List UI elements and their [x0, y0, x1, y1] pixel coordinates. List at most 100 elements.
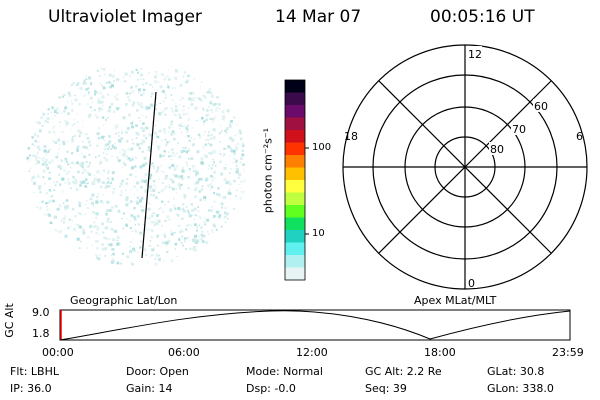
speckle-dot [126, 218, 128, 220]
speckle-dot [135, 156, 138, 160]
speckle-dot [161, 200, 164, 203]
speckle-dot [168, 131, 171, 134]
speckle-dot [191, 137, 193, 139]
speckle-dot [65, 173, 68, 176]
speckle-dot [174, 207, 177, 210]
speckle-dot [168, 166, 171, 169]
speckle-dot [223, 106, 225, 108]
speckle-dot [182, 230, 184, 233]
speckle-dot [155, 74, 157, 76]
speckle-dot [107, 148, 110, 151]
speckle-dot [97, 109, 101, 113]
speckle-dot [179, 188, 181, 190]
speckle-dot [185, 228, 187, 230]
speckle-dot [231, 138, 235, 142]
speckle-dot [175, 188, 178, 190]
speckle-dot [203, 95, 207, 99]
speckle-dot [139, 247, 141, 250]
colorbar-frame [284, 79, 306, 281]
speckle-dot [164, 243, 168, 247]
speckle-dot [155, 124, 157, 126]
speckle-dot [78, 102, 81, 106]
speckle-dot [46, 117, 50, 121]
speckle-dot [192, 238, 196, 242]
speckle-dot [100, 107, 103, 111]
speckle-dot [150, 95, 153, 98]
speckle-dot [243, 141, 245, 143]
speckle-dot [131, 120, 134, 123]
speckle-dot [188, 158, 190, 160]
speckle-dot [47, 113, 49, 115]
speckle-dot [143, 179, 147, 183]
speckle-dot [170, 107, 174, 111]
speckle-dot [63, 94, 66, 97]
speckle-dot [58, 231, 61, 234]
speckle-dot [150, 103, 154, 107]
speckle-dot [111, 155, 113, 157]
speckle-dot [199, 99, 203, 102]
speckle-dot [209, 117, 212, 120]
speckle-dot [203, 221, 206, 224]
speckle-dot [140, 186, 143, 189]
speckle-dot [148, 176, 152, 180]
speckle-dot [119, 82, 121, 84]
speckle-dot [161, 73, 165, 77]
speckle-dot [65, 125, 67, 127]
speckle-dot [162, 130, 164, 132]
speckle-dot [215, 103, 217, 105]
speckle-dot [84, 133, 86, 135]
speckle-dot [60, 159, 63, 162]
speckle-dot [123, 212, 125, 215]
speckle-dot [38, 157, 41, 159]
timeline-right-label: Apex MLat/MLT [414, 294, 497, 307]
speckle-dot [120, 190, 123, 193]
speckle-dot [146, 127, 149, 130]
speckle-dot [96, 170, 100, 174]
speckle-dot [168, 141, 170, 143]
speckle-dot [147, 207, 151, 211]
speckle-dot [164, 76, 167, 79]
speckle-dot [111, 191, 115, 195]
speckle-dot [78, 225, 82, 229]
speckle-dot [101, 248, 105, 251]
speckle-dot [70, 162, 73, 165]
speckle-dot [188, 168, 191, 171]
speckle-dot [162, 100, 165, 103]
speckle-dot [206, 218, 210, 222]
speckle-dot [164, 108, 166, 110]
speckle-dot [136, 109, 139, 112]
speckle-dot [152, 221, 156, 224]
speckle-dot [133, 193, 136, 196]
speckle-dot [84, 203, 86, 205]
speckle-dot [68, 225, 72, 229]
speckle-dot [240, 132, 242, 134]
mlat-label-70: 70 [512, 123, 526, 136]
speckle-dot [158, 178, 160, 180]
speckle-dot [187, 107, 189, 109]
speckle-dot [171, 187, 173, 190]
speckle-dot [87, 207, 89, 209]
speckle-dot [233, 152, 236, 156]
speckle-dot [92, 244, 93, 246]
speckle-dot [232, 161, 234, 164]
speckle-dot [108, 73, 112, 77]
speckle-dot [56, 107, 60, 111]
speckle-dot [141, 210, 143, 213]
speckle-dot [56, 207, 60, 211]
speckle-dot [151, 92, 154, 95]
speckle-dot [100, 100, 104, 104]
speckle-dot [213, 200, 216, 203]
speckle-dot [139, 120, 141, 122]
speckle-dot [166, 85, 170, 88]
speckle-dot [47, 151, 49, 153]
speckle-dot [54, 114, 56, 117]
speckle-dot [111, 210, 113, 212]
speckle-dot [61, 177, 65, 181]
speckle-dot [82, 140, 84, 143]
speckle-dot [208, 131, 210, 133]
speckle-dot [170, 94, 173, 96]
speckle-dot [128, 257, 130, 259]
speckle-dot [208, 164, 211, 167]
speckle-dot [87, 235, 90, 239]
speckle-dot [109, 181, 113, 185]
